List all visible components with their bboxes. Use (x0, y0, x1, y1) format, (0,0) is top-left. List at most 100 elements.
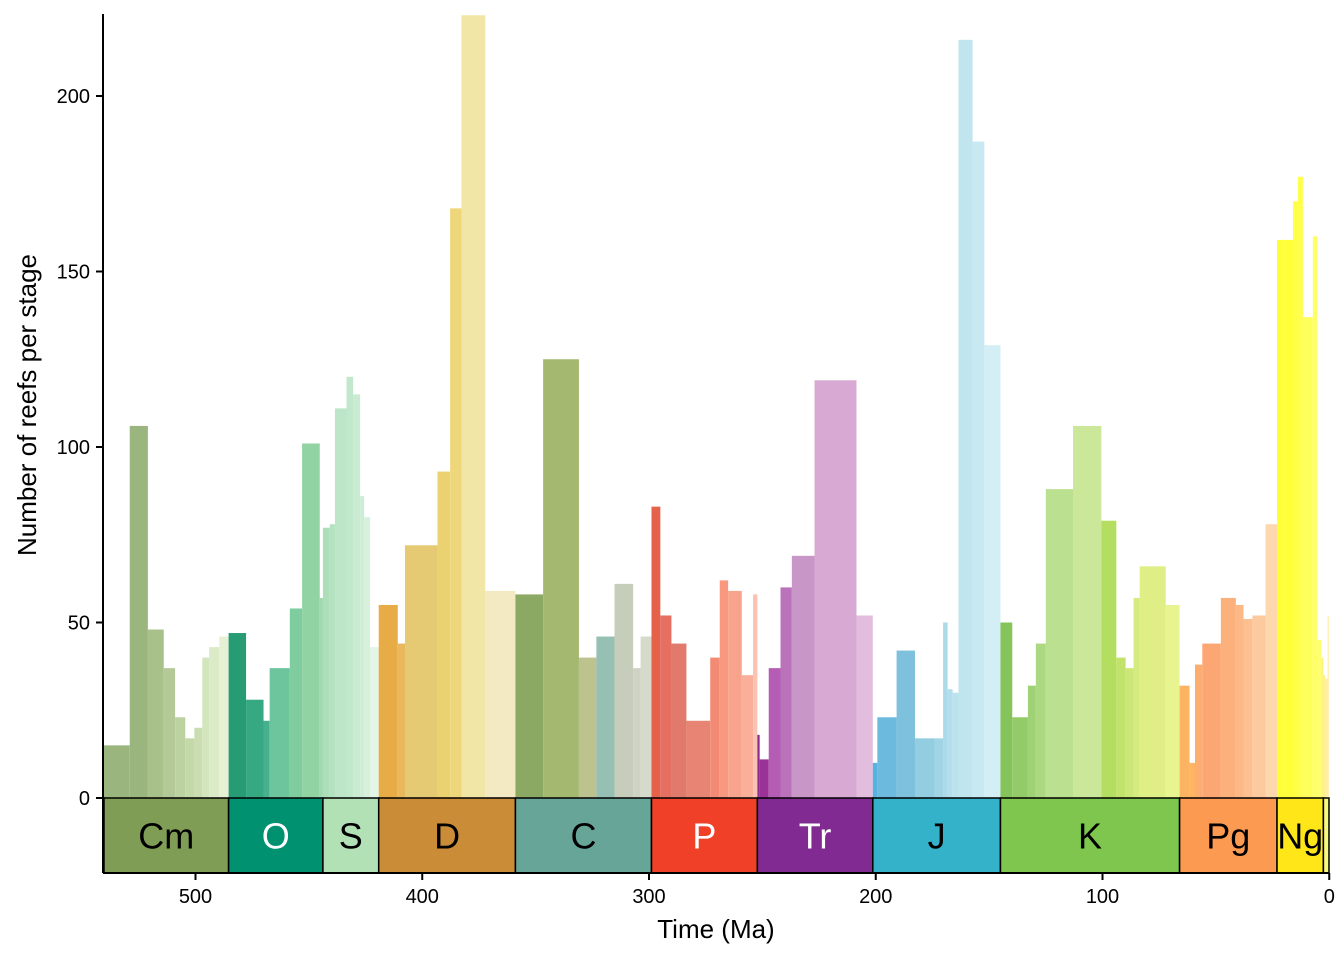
bar (972, 141, 985, 798)
period-label: K (1078, 816, 1102, 857)
period-label: P (692, 816, 716, 857)
bar (1202, 643, 1221, 798)
bar (671, 643, 687, 798)
bar (1012, 717, 1028, 798)
bar (1139, 566, 1166, 798)
bar (209, 647, 220, 798)
bar (1179, 685, 1190, 798)
bar (364, 517, 371, 798)
bar (1312, 236, 1318, 798)
x-axis-title: Time (Ma) (657, 914, 774, 944)
bar (943, 622, 948, 798)
bar (896, 650, 915, 798)
bar (934, 738, 944, 798)
bar (633, 668, 641, 798)
period-box (999, 797, 1181, 874)
bar (104, 745, 130, 798)
bar (437, 471, 451, 798)
bar (485, 590, 516, 798)
bar (719, 580, 729, 798)
bar (753, 594, 758, 798)
bar (1189, 762, 1196, 798)
bar (515, 594, 544, 798)
bar (543, 359, 579, 798)
x-tick-label: 100 (1086, 886, 1119, 908)
bar (1293, 201, 1298, 799)
bar (1101, 520, 1117, 798)
bar (914, 738, 935, 798)
bar (163, 668, 176, 798)
bar (202, 657, 210, 798)
bar (353, 394, 361, 798)
bar (710, 657, 720, 798)
bar (741, 675, 754, 798)
period-box (1276, 797, 1325, 874)
period-label: Ng (1277, 816, 1323, 857)
bar (1073, 425, 1102, 798)
bar (984, 345, 1001, 798)
bar (1116, 657, 1126, 798)
bar (461, 15, 486, 798)
period-box (514, 797, 653, 874)
bar (405, 545, 438, 798)
bar (319, 597, 323, 798)
bar (450, 208, 462, 798)
period-label: Cm (138, 816, 194, 857)
y-tick-label: 200 (57, 86, 90, 108)
y-tick-label: 150 (57, 262, 90, 284)
y-axis-title: Number of reefs per stage (12, 254, 42, 556)
y-ticks: 0 50 100 150 200 (57, 86, 103, 810)
bar (768, 668, 781, 798)
bar (780, 587, 792, 798)
bar (651, 506, 661, 798)
period-label: C (570, 816, 596, 857)
y-tick-label: 50 (68, 613, 90, 635)
period-label: S (339, 816, 363, 857)
bar (263, 720, 270, 798)
period-label: J (928, 816, 946, 857)
bar (872, 762, 878, 798)
bar (1000, 622, 1013, 798)
bar (1297, 176, 1303, 799)
period-box (650, 797, 759, 874)
bar (370, 647, 379, 798)
bars-layer (104, 15, 1329, 799)
period-label: O (262, 816, 290, 857)
bar (877, 717, 897, 798)
bar (289, 608, 303, 798)
bar (1317, 640, 1322, 798)
bar (1045, 489, 1074, 798)
bar (791, 555, 815, 798)
x-tick-label: 400 (406, 886, 439, 908)
bar (334, 408, 347, 798)
bar (596, 636, 615, 798)
bar (947, 689, 953, 798)
bar (952, 692, 959, 798)
x-tick-label: 200 (859, 886, 892, 908)
bar (329, 524, 335, 798)
bar (757, 734, 760, 798)
bar (1133, 597, 1140, 798)
bar (1325, 678, 1328, 798)
period-scale: Cm O S D C P Tr J K Pg Ng (103, 797, 1330, 874)
bar (228, 633, 247, 798)
bar (378, 604, 398, 798)
bar (219, 636, 229, 798)
period-box (756, 797, 874, 874)
bar (269, 668, 290, 798)
bar (147, 629, 164, 798)
bar (194, 727, 203, 798)
period-label: Tr (799, 816, 832, 857)
bar (759, 759, 769, 798)
bar (814, 380, 857, 798)
bar (1035, 643, 1046, 798)
bar (728, 590, 742, 798)
bar (958, 39, 973, 798)
bar (1302, 317, 1313, 798)
bar (1027, 685, 1036, 798)
bar (856, 615, 873, 798)
bar (578, 657, 597, 798)
period-box (872, 797, 1002, 874)
bar (185, 738, 195, 798)
